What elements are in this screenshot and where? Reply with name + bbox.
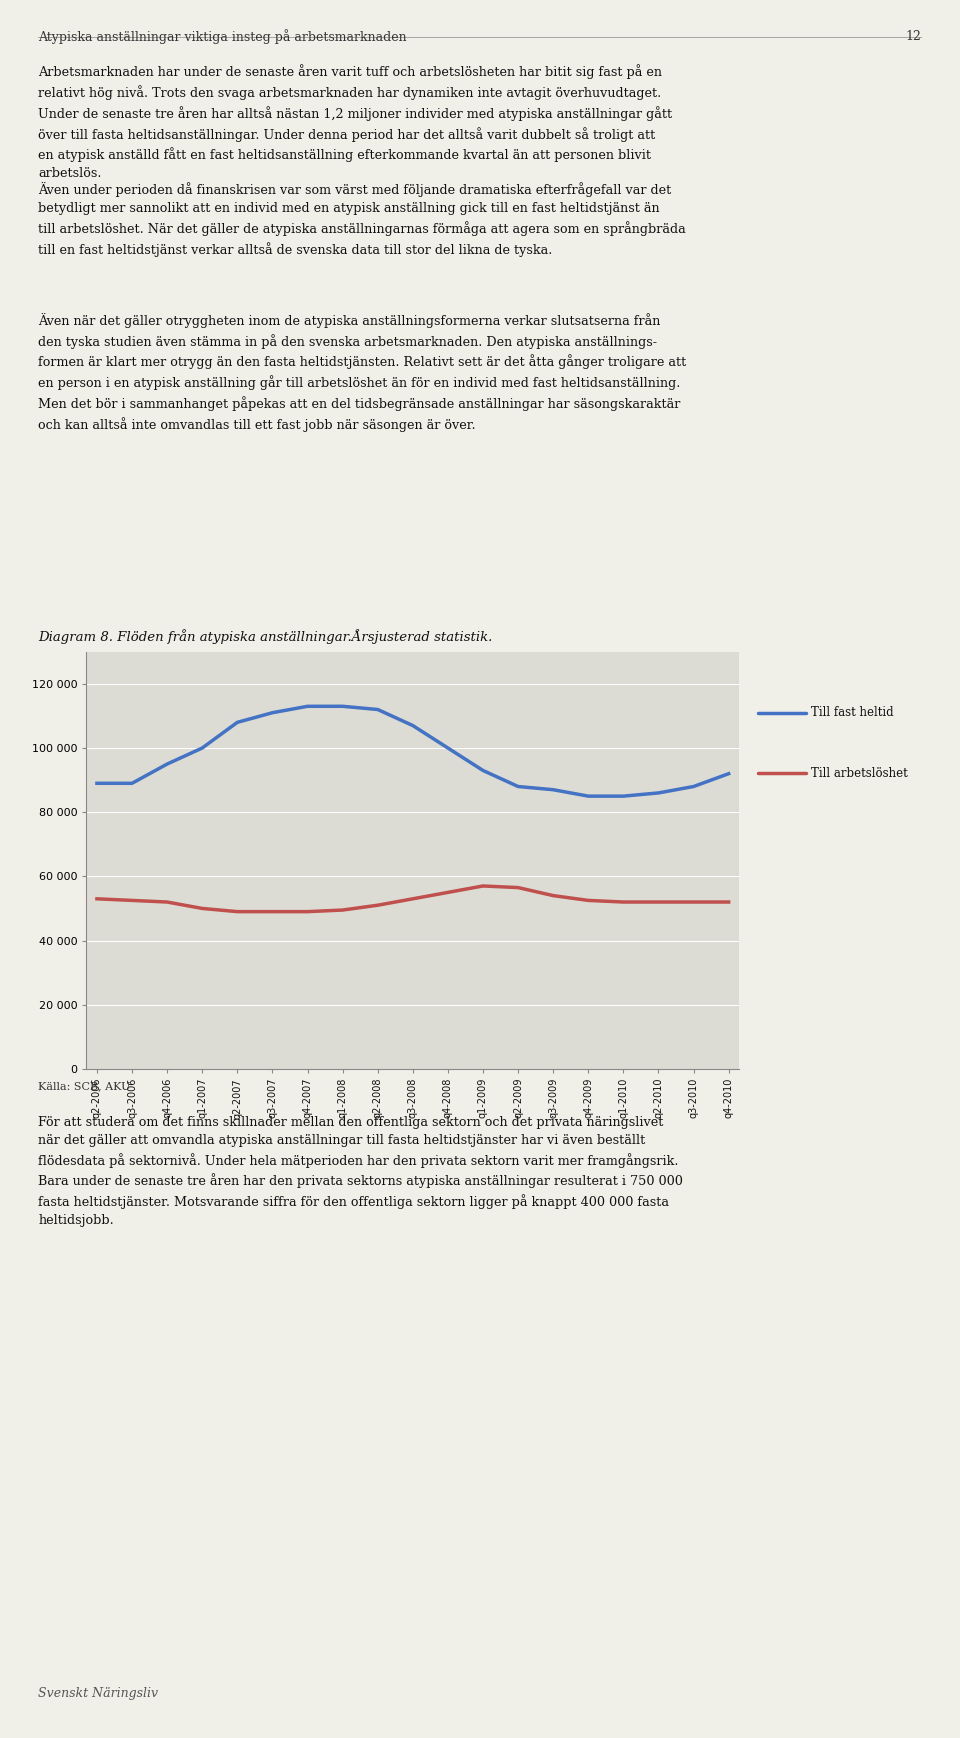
Text: Även när det gäller otryggheten inom de atypiska anställningsformerna verkar slu: Även när det gäller otryggheten inom de …: [38, 313, 686, 431]
Text: Även under perioden då finanskrisen var som värst med följande dramatiska efterf: Även under perioden då finanskrisen var …: [38, 182, 686, 257]
Text: Till arbetslöshet: Till arbetslöshet: [811, 766, 908, 780]
Text: Svenskt Näringsliv: Svenskt Näringsliv: [38, 1688, 158, 1700]
Text: Diagram 8. Flöden från atypiska anställningar.Årsjusterad statistik.: Diagram 8. Flöden från atypiska anställn…: [38, 629, 492, 645]
Text: För att studera om det finns skillnader mellan den offentliga sektorn och det pr: För att studera om det finns skillnader …: [38, 1116, 684, 1227]
Text: Arbetsmarknaden har under de senaste åren varit tuff och arbetslösheten har biti: Arbetsmarknaden har under de senaste åre…: [38, 64, 673, 181]
Text: Till fast heltid: Till fast heltid: [811, 706, 894, 720]
Text: Källa: SCB, AKU: Källa: SCB, AKU: [38, 1081, 131, 1091]
Text: 12: 12: [905, 30, 922, 42]
Text: Atypiska anställningar viktiga insteg på arbetsmarknaden: Atypiska anställningar viktiga insteg på…: [38, 30, 407, 45]
